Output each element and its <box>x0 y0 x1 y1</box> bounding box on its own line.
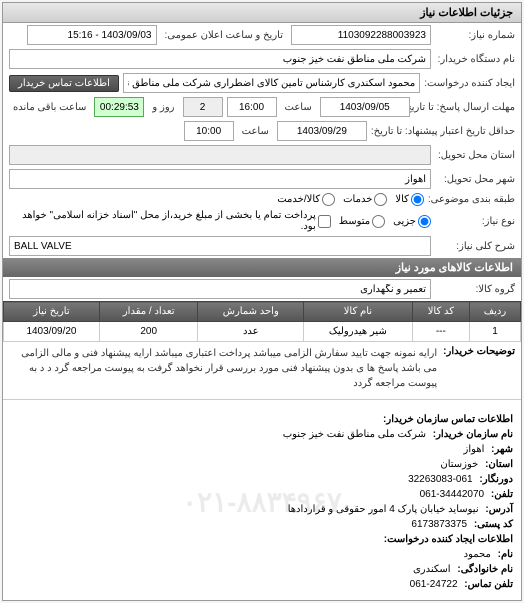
days-remaining-input <box>183 97 223 117</box>
req-phone-label: تلفن تماس: <box>464 579 513 590</box>
city-value: اهواز <box>464 444 485 455</box>
th-date: تاریخ نیاز <box>4 302 100 322</box>
separator <box>3 399 521 400</box>
validity-time-label: ساعت <box>238 126 273 137</box>
notes-text: ارایه نمونه جهت تایید سفارش الزامی میباش… <box>9 346 437 391</box>
category-radio-group: کالا خدمات کالا/خدمت <box>277 193 424 206</box>
phone-value: 34442070-061 <box>420 489 485 500</box>
announce-input[interactable] <box>27 25 157 45</box>
province-label: استان: <box>485 459 513 470</box>
address-label: آدرس: <box>485 504 513 515</box>
general-desc-input[interactable] <box>9 236 431 256</box>
th-name: نام کالا <box>304 302 413 322</box>
time-remaining-label: ساعت باقی مانده <box>9 102 90 113</box>
th-code: کد کالا <box>412 302 469 322</box>
cell-code: --- <box>412 322 469 342</box>
buyer-device-label: نام دستگاه خریدار: <box>435 54 515 65</box>
validity-date-input[interactable] <box>277 121 367 141</box>
th-qty: تعداد / مقدار <box>99 302 198 322</box>
validity-label: حداقل تاریخ اعتبار پیشنهاد: تا تاریخ: <box>371 126 515 137</box>
pri-note-checkbox[interactable]: پرداخت تمام یا بخشی از مبلغ خرید،از محل … <box>9 210 331 232</box>
creator-label: ایجاد کننده درخواست: <box>424 78 515 89</box>
time-remaining-input <box>94 97 144 117</box>
deadline-time-label: ساعت <box>281 102 316 113</box>
req-name-label: نام: <box>498 549 513 560</box>
cell-row: 1 <box>470 322 521 342</box>
deadline-time-input[interactable] <box>227 97 277 117</box>
priority-label: نوع نیاز: <box>435 216 515 227</box>
category-label: طبقه بندی موضوعی: <box>428 194 515 205</box>
req-family-value: اسکندری <box>413 564 451 575</box>
cat-goods-radio[interactable]: کالا <box>395 193 424 206</box>
contact-section: ۰۲۱-۸۸۳۴۹۶۷ اطلاعات تماس سازمان خریدار: … <box>3 404 521 600</box>
fax-value: 061-32263083 <box>408 474 473 485</box>
pri-medium-radio[interactable]: متوسط <box>339 215 385 228</box>
priority-radio-group: جزیی متوسط پرداخت تمام یا بخشی از مبلغ خ… <box>9 210 431 232</box>
req-family-label: نام خانوادگی: <box>457 564 513 575</box>
table-row[interactable]: 1 --- شیر هیدرولیک عدد 200 1403/09/20 <box>4 322 521 342</box>
fax-label: دورنگار: <box>479 474 513 485</box>
goods-group-label: گروه کالا: <box>435 284 515 295</box>
general-desc-label: شرح کلی نیاز: <box>435 241 515 252</box>
req-phone-value: 24722-061 <box>410 579 458 590</box>
validity-time-input[interactable] <box>184 121 234 141</box>
contact-section-title: اطلاعات تماس سازمان خریدار: <box>383 414 513 425</box>
goods-section-title: اطلاعات کالاهای مورد نیاز <box>3 258 521 277</box>
th-row: ردیف <box>470 302 521 322</box>
announce-label: تاریخ و ساعت اعلان عمومی: <box>161 30 288 41</box>
goods-table: ردیف کد کالا نام کالا واحد شمارش تعداد /… <box>3 301 521 342</box>
requester-section-title: اطلاعات ایجاد کننده درخواست: <box>384 534 513 545</box>
cell-unit: عدد <box>198 322 304 342</box>
notes-label: توضیحات خریدار: <box>443 346 515 391</box>
request-no-input[interactable] <box>291 25 431 45</box>
province-value: خوزستان <box>440 459 478 470</box>
address-value: نیوساید خیابان پارک 4 امور حقوقی و قرارد… <box>288 504 479 515</box>
delivery-city-input[interactable] <box>9 169 431 189</box>
creator-input[interactable] <box>123 73 420 93</box>
org-name-label: نام سازمان خریدار: <box>433 429 513 440</box>
cat-both-radio[interactable]: کالا/خدمت <box>277 193 335 206</box>
panel-title: جزئیات اطلاعات نیاز <box>3 3 521 23</box>
deadline-date-input[interactable] <box>320 97 410 117</box>
th-unit: واحد شمارش <box>198 302 304 322</box>
details-panel: جزئیات اطلاعات نیاز شماره نیاز: تاریخ و … <box>2 2 522 601</box>
goods-group-input[interactable] <box>9 279 431 299</box>
cat-services-radio[interactable]: خدمات <box>343 193 387 206</box>
cell-name: شیر هیدرولیک <box>304 322 413 342</box>
city-label: شهر: <box>491 444 513 455</box>
days-label: روز و <box>148 102 178 113</box>
delivery-city-label: شهر محل تحویل: <box>435 174 515 185</box>
delivery-province-input[interactable] <box>9 145 431 165</box>
req-name-value: محمود <box>464 549 491 560</box>
postcode-label: کد پستی: <box>474 519 513 530</box>
request-no-label: شماره نیاز: <box>435 30 515 41</box>
delivery-province-label: استان محل تحویل: <box>435 150 515 161</box>
buyer-device-input[interactable] <box>9 49 431 69</box>
contact-buyer-button[interactable]: اطلاعات تماس خریدار <box>9 75 119 92</box>
phone-label: تلفن: <box>491 489 513 500</box>
postcode-value: 6173873375 <box>411 519 467 530</box>
cell-qty: 200 <box>99 322 198 342</box>
pri-partial-radio[interactable]: جزیی <box>393 215 431 228</box>
deadline-label: مهلت ارسال پاسخ: تا تاریخ: <box>414 102 515 113</box>
cell-date: 1403/09/20 <box>4 322 100 342</box>
org-name-value: شرکت ملی مناطق نفت خیز جنوب <box>283 429 426 440</box>
